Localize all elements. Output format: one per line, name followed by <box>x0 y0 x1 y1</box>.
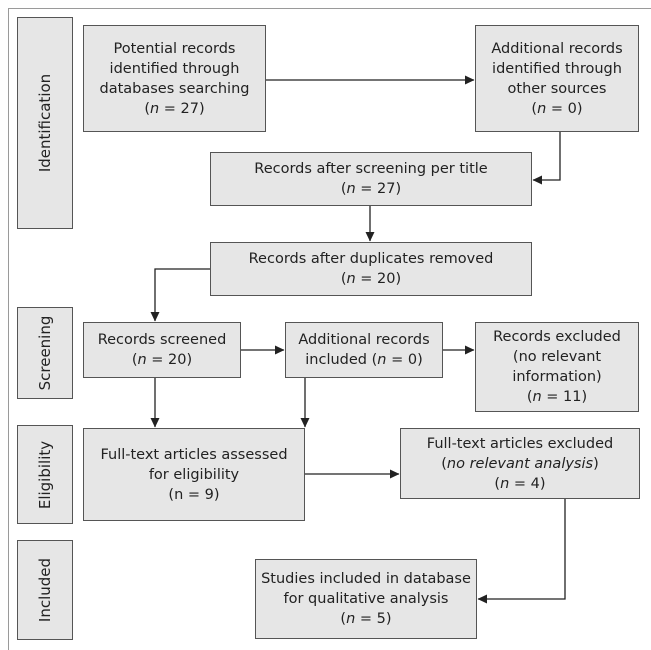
frame-top-line <box>8 8 651 9</box>
box-additional-included-count: included (n = 0) <box>305 352 423 368</box>
box-duplicates-removed-count: (n = 20) <box>340 271 402 287</box>
box-duplicates-removed: Records after duplicates removed (n = 20… <box>210 242 532 296</box>
box-records-excluded-line-1: Records excluded <box>493 329 621 345</box>
box-after-title-screening-count: (n = 27) <box>340 181 402 197</box>
box-after-title-screening-line-1: Records after screening per title <box>254 161 488 177</box>
arrow-duplicates-to-screened <box>150 268 210 322</box>
box-other-sources-count: (n = 0) <box>531 100 583 117</box>
stage-eligibility: Eligibility <box>17 425 73 524</box>
box-studies-included-line-1: Studies included in database <box>261 571 471 587</box>
box-studies-included-line-2: for qualitative analysis <box>283 591 449 607</box>
box-studies-included-count: (n = 5) <box>340 611 392 627</box>
box-additional-included: Additional records included (n = 0) <box>285 322 443 378</box>
box-records-screened-line-1: Records screened <box>97 332 227 348</box>
box-fulltext-assessed-line-2: for eligibility <box>148 466 240 483</box>
box-fulltext-excluded-reason: (no relevant analysis) <box>441 455 599 472</box>
box-database-records: Potential records identified through dat… <box>83 25 266 132</box>
box-other-sources: Additional records identified through ot… <box>475 25 639 132</box>
box-studies-included: Studies included in database for qualita… <box>255 559 477 639</box>
box-fulltext-assessed-count: (n = 9) <box>168 486 220 503</box>
box-records-screened-count: (n = 20) <box>131 352 193 368</box>
box-records-excluded: Records excluded (no relevant informatio… <box>475 322 639 412</box>
stage-screening: Screening <box>17 307 73 399</box>
frame-left-line <box>8 8 9 650</box>
box-database-records-count: (n = 27) <box>144 100 205 117</box>
box-after-title-screening: Records after screening per title (n = 2… <box>210 152 532 206</box>
box-fulltext-excluded: Full-text articles excluded (no relevant… <box>400 428 640 499</box>
box-records-excluded-line-3: information) <box>512 369 602 385</box>
box-fulltext-assessed-line-1: Full-text articles assessed <box>100 446 288 463</box>
box-fulltext-excluded-line-1: Full-text articles excluded <box>426 435 614 452</box>
box-records-screened: Records screened (n = 20) <box>83 322 241 378</box>
arrow-other-to-title-screening <box>532 132 561 185</box>
box-records-excluded-line-2: (no relevant <box>512 349 602 365</box>
box-fulltext-excluded-count: (n = 4) <box>494 475 546 492</box>
stage-identification: Identification <box>17 17 73 229</box>
box-database-records-line-1: Potential records <box>113 40 236 57</box>
box-records-excluded-count: (n = 11) <box>526 389 588 405</box>
box-duplicates-removed-line-1: Records after duplicates removed <box>248 251 494 267</box>
box-other-sources-line-1: Additional records <box>491 40 623 57</box>
box-fulltext-assessed: Full-text articles assessed for eligibil… <box>83 428 305 521</box>
box-other-sources-line-2: identified through <box>492 60 622 77</box>
box-additional-included-line-1: Additional records <box>298 332 430 348</box>
box-database-records-line-2: identified through <box>109 60 240 77</box>
stage-included: Included <box>17 540 73 640</box>
box-other-sources-line-3: other sources <box>507 80 607 97</box>
arrow-excluded-to-studies <box>477 499 566 604</box>
box-database-records-line-3: databases searching <box>99 80 250 97</box>
